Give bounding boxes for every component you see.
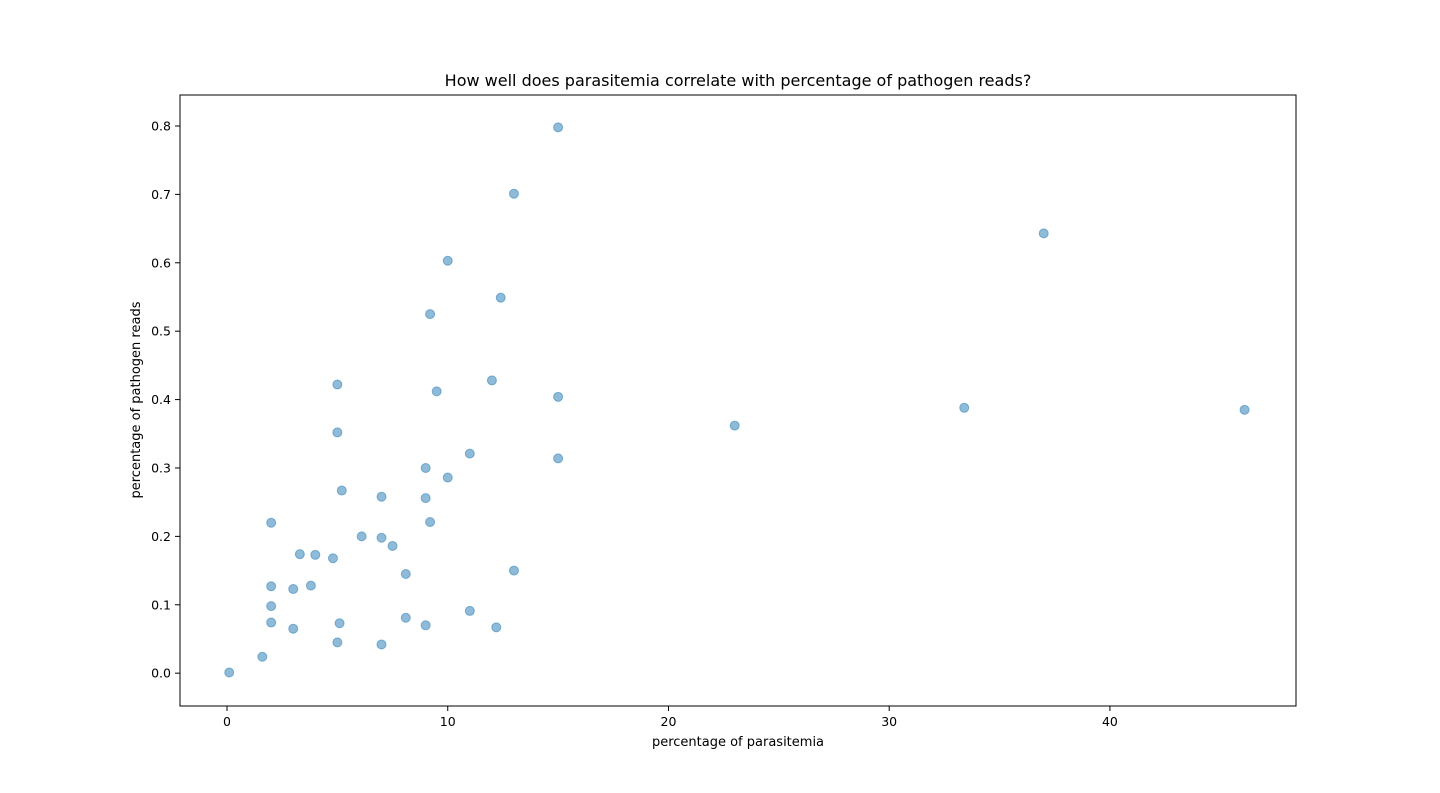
plot-area [179, 94, 1297, 707]
y-tick-label: 0.0 [151, 666, 171, 681]
data-point [420, 462, 431, 473]
data-point [305, 580, 316, 591]
data-point [356, 531, 367, 542]
x-axis-label: percentage of parasitemia [652, 735, 824, 750]
data-point [464, 448, 475, 459]
chart-title: How well does parasitemia correlate with… [445, 71, 1032, 90]
data-point [959, 402, 970, 413]
data-point [288, 584, 299, 595]
data-point [420, 620, 431, 631]
data-point [1239, 404, 1250, 415]
data-point [491, 622, 502, 633]
data-point [508, 188, 519, 199]
y-axis: 0.0 0.1 0.2 0.3 0.4 0.5 0.6 0.7 0.8 [151, 118, 180, 681]
data-point [400, 612, 411, 623]
data-point [266, 601, 277, 612]
y-tick-label: 0.1 [151, 597, 171, 612]
data-point [224, 667, 235, 678]
data-point [327, 553, 338, 564]
data-point [729, 420, 740, 431]
data-point [387, 540, 398, 551]
data-point [431, 386, 442, 397]
data-point [266, 617, 277, 628]
data-point [442, 255, 453, 266]
data-point [1038, 228, 1049, 239]
data-point [332, 379, 343, 390]
data-point [442, 472, 453, 483]
data-point [294, 549, 305, 560]
data-point [425, 309, 436, 320]
data-point [310, 549, 321, 560]
x-tick-label: 20 [661, 714, 677, 729]
data-point [376, 639, 387, 650]
data-point [508, 565, 519, 576]
y-tick-label: 0.4 [151, 392, 171, 407]
data-point [553, 122, 564, 133]
data-point [376, 491, 387, 502]
data-point [334, 618, 345, 629]
data-point [332, 427, 343, 438]
data-point [266, 517, 277, 528]
data-point [257, 651, 268, 662]
x-tick-label: 30 [881, 714, 897, 729]
data-point [495, 292, 506, 303]
x-tick-label: 0 [223, 714, 231, 729]
y-tick-label: 0.2 [151, 529, 171, 544]
data-point [486, 375, 497, 386]
x-tick-label: 10 [440, 714, 456, 729]
data-point [420, 493, 431, 504]
y-tick-label: 0.8 [151, 118, 171, 133]
x-tick-label: 40 [1102, 714, 1118, 729]
y-tick-label: 0.5 [151, 324, 171, 339]
data-point [553, 453, 564, 464]
data-point [266, 581, 277, 592]
data-point [376, 532, 387, 543]
data-point [553, 391, 564, 402]
scatter-points [224, 122, 1250, 678]
y-tick-label: 0.3 [151, 460, 171, 475]
y-tick-label: 0.7 [151, 187, 171, 202]
data-point [464, 605, 475, 616]
x-axis: 0 10 20 30 40 [223, 706, 1118, 729]
y-tick-label: 0.6 [151, 255, 171, 270]
data-point [425, 517, 436, 528]
data-point [288, 623, 299, 634]
data-point [332, 637, 343, 648]
data-point [400, 568, 411, 579]
y-axis-label: percentage of pathogen reads [129, 301, 144, 498]
data-point [336, 485, 347, 496]
